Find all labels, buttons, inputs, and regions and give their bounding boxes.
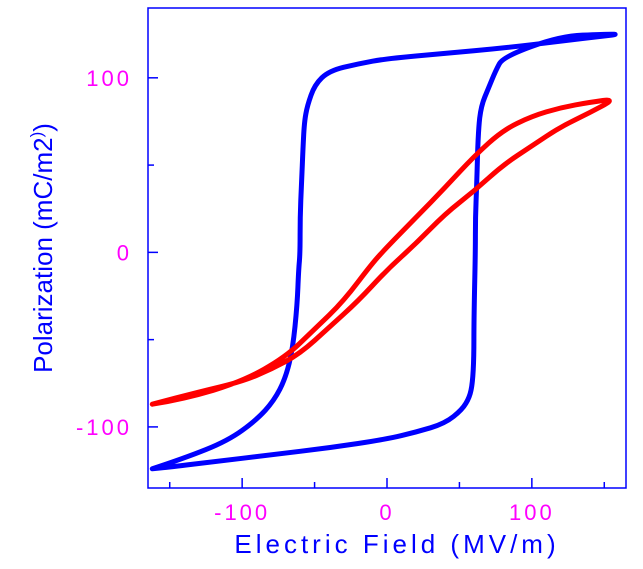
y-axis-label-text: Polarization (mC/m2 [28,137,58,373]
tick-labels: -100 0 100 -100 0 100 [76,66,555,525]
axis-ticks [148,77,606,488]
series-line-blue [149,31,618,472]
x-axis-label: Electric Field (MV/m) [234,529,559,559]
y-axis-label: Polarization (mC/m2)) [27,123,58,373]
x-tick-label: 0 [379,500,394,525]
y-tick-label: -100 [76,415,132,440]
x-tick-label: -100 [214,500,270,525]
y-axis-label-close: ) [28,123,58,132]
series-line-red [149,97,612,407]
x-tick-label: 100 [509,500,555,525]
y-tick-label: 100 [86,66,132,91]
y-axis-label-superscript: ) [27,132,46,138]
series-layer [149,31,618,472]
y-tick-label: 0 [117,240,132,265]
